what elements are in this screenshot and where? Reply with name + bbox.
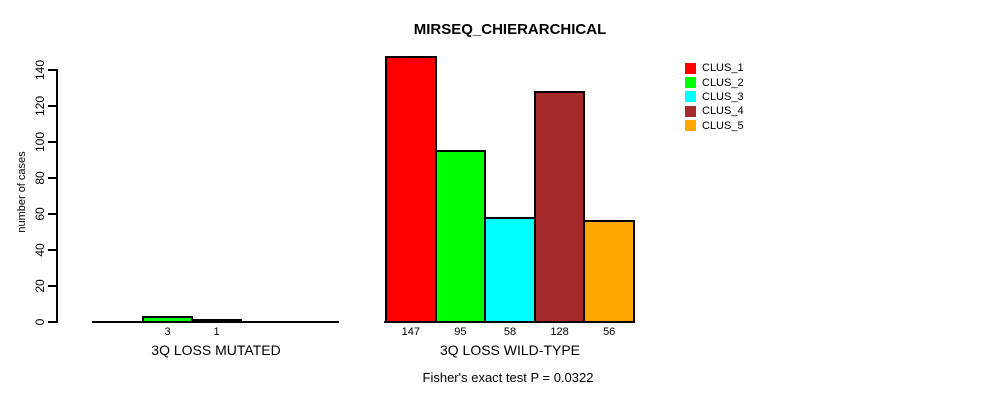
y-axis-tick-label: 20	[33, 279, 47, 293]
bar-clus_1	[385, 56, 437, 323]
legend: CLUS_1 CLUS_2 CLUS_3 CLUS_4 CLUS_5	[685, 61, 744, 133]
y-axis-tick	[48, 285, 56, 287]
bar-value-label: 58	[503, 326, 517, 338]
y-axis-tick	[48, 213, 56, 215]
bar-value-label: 56	[603, 326, 616, 338]
legend-item: CLUS_2	[685, 75, 744, 89]
legend-item: CLUS_4	[685, 104, 744, 118]
legend-item: CLUS_3	[685, 90, 744, 104]
bar-value-label: 128	[550, 326, 569, 338]
legend-swatch-clus_4	[685, 105, 696, 117]
y-axis-label: number of cases	[16, 151, 28, 233]
y-axis-tick	[48, 69, 56, 71]
y-axis-tick-label: 60	[33, 207, 47, 221]
y-axis-tick	[48, 249, 56, 251]
fisher-test-annotation: Fisher's exact test P = 0.0322	[422, 370, 594, 385]
bar-value-label: 147	[401, 326, 420, 338]
legend-item: CLUS_5	[685, 119, 744, 133]
legend-label: CLUS_3	[702, 90, 744, 103]
chart-title: MIRSEQ_CHIERARCHICAL	[413, 21, 607, 38]
y-axis-tick-label: 120	[33, 95, 47, 117]
legend-swatch-clus_1	[685, 62, 696, 74]
bar-clus_2	[434, 150, 487, 323]
y-axis-line	[56, 69, 58, 323]
legend-swatch-clus_3	[685, 91, 696, 103]
legend-label: CLUS_1	[702, 62, 744, 75]
legend-item: CLUS_1	[685, 61, 744, 75]
y-axis-tick	[48, 141, 56, 143]
bar-clus_3	[191, 319, 242, 323]
y-axis-tick-label: 80	[33, 171, 47, 185]
y-axis-tick	[48, 177, 56, 179]
y-axis-tick-label: 40	[33, 243, 47, 257]
legend-label: CLUS_2	[702, 76, 744, 89]
legend-label: CLUS_5	[702, 119, 744, 132]
bar-value-label: 3	[164, 326, 171, 338]
y-axis-tick	[48, 105, 56, 107]
legend-label: CLUS_4	[702, 105, 744, 118]
y-axis-tick	[48, 321, 56, 323]
bar-clus_3	[484, 217, 536, 323]
bar-clus_2	[142, 316, 193, 323]
bar-value-label: 1	[213, 326, 220, 338]
y-axis-tick-label: 140	[33, 59, 47, 81]
bar-clus_5	[583, 220, 635, 323]
y-axis-tick-label: 100	[33, 131, 47, 153]
y-axis-tick-label: 0	[33, 318, 47, 326]
bar-value-label: 95	[454, 326, 467, 338]
bar-clus_4	[533, 91, 586, 323]
legend-swatch-clus_2	[685, 77, 696, 89]
legend-swatch-clus_5	[685, 120, 696, 132]
group-label-wild-type: 3Q LOSS WILD-TYPE	[439, 342, 581, 358]
group-label-mutated: 3Q LOSS MUTATED	[151, 342, 281, 358]
